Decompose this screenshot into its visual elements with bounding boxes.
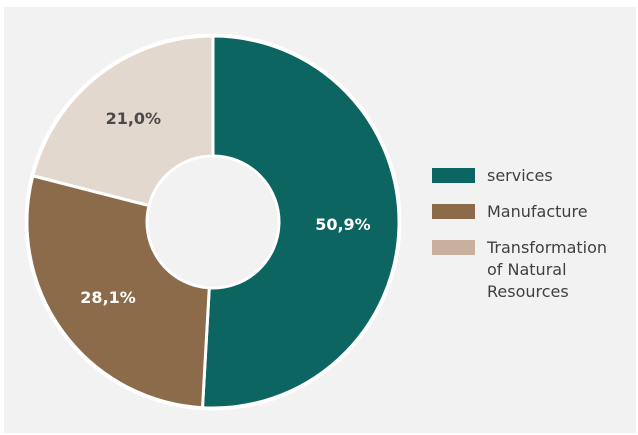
legend: services Manufacture Transformation of N…	[432, 165, 632, 317]
legend-item-services: services	[432, 165, 632, 187]
legend-label-manufacture: Manufacture	[487, 202, 588, 221]
legend-swatch-transformation	[432, 240, 475, 255]
legend-item-transformation: Transformation of Natural Resources	[432, 237, 632, 303]
legend-swatch-services	[432, 168, 475, 183]
donut-label-services: 50,9%	[315, 215, 371, 234]
legend-swatch-manufacture	[432, 204, 475, 219]
donut-label-manufacture: 28,1%	[80, 288, 136, 307]
legend-label-services: services	[487, 166, 553, 185]
legend-item-manufacture: Manufacture	[432, 201, 632, 223]
donut-label-transformation: 21,0%	[106, 109, 162, 128]
donut-labels: 50,9% 28,1% 21,0%	[80, 109, 370, 307]
donut-slices	[24, 33, 402, 411]
legend-label-transformation: Transformation of Natural Resources	[487, 238, 608, 301]
donut-outer-ring	[24, 33, 402, 411]
